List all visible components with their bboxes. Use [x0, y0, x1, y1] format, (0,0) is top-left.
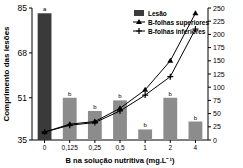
bar [163, 98, 177, 140]
x-tick [44, 140, 45, 143]
y-tick [29, 140, 32, 141]
x-tick [145, 140, 146, 143]
bar [38, 13, 52, 140]
marker [192, 10, 198, 15]
y2-tick-label: 75 [213, 97, 221, 104]
y2-tick-label: 225 [213, 18, 225, 25]
x-tick [120, 140, 121, 143]
marker [117, 108, 123, 114]
y2-tick [208, 126, 211, 127]
y2-tick-label: 0 [213, 137, 217, 144]
y-tick-label: 85 [18, 3, 28, 13]
y2-tick [208, 87, 211, 88]
y-tick [29, 52, 32, 53]
significance-letter: b [68, 91, 72, 97]
y-axis-label: Comprimento das lesões [2, 26, 11, 122]
y-tick [29, 8, 32, 9]
x-tick-label: 1 [143, 144, 147, 151]
y-tick [29, 97, 32, 98]
marker [42, 129, 48, 135]
marker [142, 92, 148, 98]
chart: 35 51 68 85 0 25 50 75 100 125 150 175 200 225 250 0 0,1… [0, 0, 243, 168]
y2-tick-label: 100 [213, 84, 225, 91]
marker [167, 58, 173, 63]
significance-letter: b [194, 115, 198, 121]
y2-tick-label: 125 [213, 71, 225, 78]
marker [167, 74, 173, 80]
significance-letter: b [169, 91, 173, 97]
legend: Lesão B-folhas superioresB-folhas inferio… [133, 10, 209, 35]
marker [92, 120, 98, 126]
x-tick-label: 0,25 [89, 144, 102, 151]
y2-tick [208, 34, 211, 35]
y2-tick [208, 100, 211, 101]
y2-tick-label: 250 [213, 5, 225, 12]
significance-letter: b [143, 122, 147, 128]
legend-marker [136, 19, 142, 24]
x-tick [195, 140, 196, 143]
bar [189, 122, 203, 140]
y2-tick-label: 150 [213, 57, 225, 64]
marker [42, 129, 48, 134]
y-axis [32, 8, 33, 140]
y2-tick [208, 8, 211, 9]
y2-tick [208, 113, 211, 114]
y2-tick [208, 140, 211, 141]
y-tick-label: 51 [18, 93, 28, 103]
legend-swatch [134, 10, 144, 16]
y2-tick-label: 50 [213, 110, 221, 117]
bar [113, 100, 127, 140]
bar [138, 129, 152, 140]
y2-tick-label: 25 [213, 123, 221, 130]
marker [67, 122, 73, 128]
legend-label: B-folhas superiores [148, 19, 209, 27]
x-tick-label: 0 [43, 144, 47, 151]
y2-tick [208, 47, 211, 48]
x-tick-label: 0,5 [115, 144, 124, 151]
significance-letter: a [43, 6, 47, 12]
y-tick-label: 35 [18, 135, 28, 145]
x-axis-label: B na solução nutritiva (mg.L⁻¹) [66, 156, 175, 165]
x-tick [170, 140, 171, 143]
x-tick [69, 140, 70, 143]
x-tick-label: 0,125 [62, 144, 79, 151]
legend-label: B-folhas inferiores [148, 28, 206, 35]
x-tick [94, 140, 95, 143]
y2-tick-label: 175 [213, 44, 225, 51]
y2-tick [208, 74, 211, 75]
bar [63, 98, 77, 140]
significance-letter: b [93, 104, 97, 110]
y-tick-label: 68 [18, 48, 28, 58]
y2-tick [208, 60, 211, 61]
y2-tick-label: 200 [213, 31, 225, 38]
legend-label: Lesão [148, 10, 167, 17]
significance-letter: b [118, 93, 122, 99]
marker [142, 87, 148, 92]
bar [88, 111, 102, 140]
line [45, 29, 196, 132]
x-tick-label: 2 [168, 144, 172, 151]
x-tick-label: 4 [194, 144, 198, 151]
legend-marker [136, 28, 142, 34]
